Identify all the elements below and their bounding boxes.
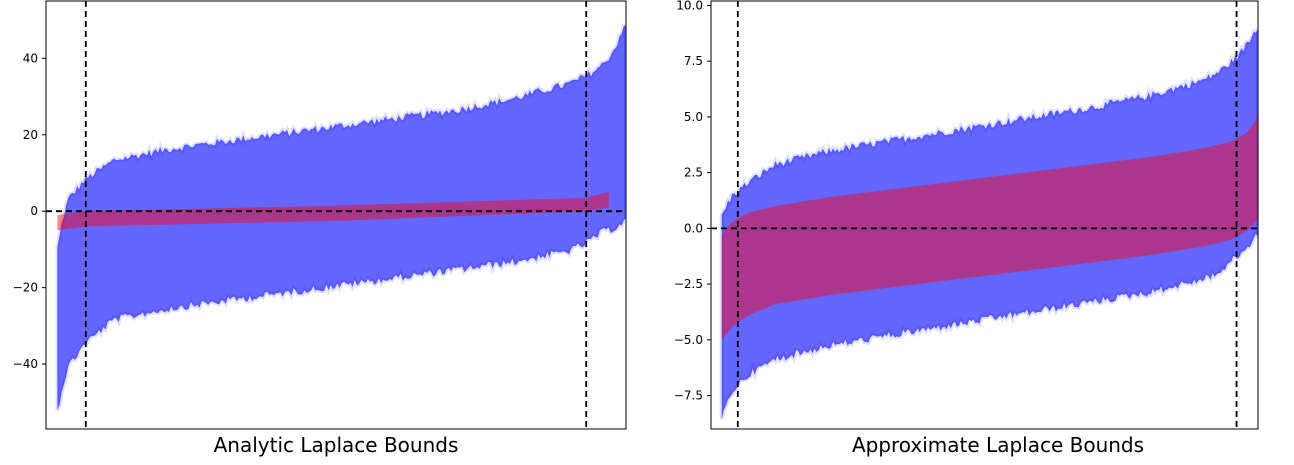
analytic-ytick-label: 40 [23, 51, 38, 65]
approximate-ytick-label: 5.0 [684, 110, 703, 124]
analytic-ytick-label: −20 [13, 281, 38, 295]
approximate-y-ticks: −7.5 −5.0 −2.5 0.0 2.5 5.0 7.5 10.0 [674, 0, 711, 403]
approximate-ytick-label: 10.0 [676, 0, 703, 12]
analytic-ytick-label: 0 [30, 204, 38, 218]
analytic-red-band [57, 192, 609, 231]
approximate-x-label: Approximate Laplace Bounds [852, 433, 1144, 457]
approximate-laplace-panel: −7.5 −5.0 −2.5 0.0 2.5 5.0 7.5 10.0 Approximate… [674, 0, 1259, 457]
analytic-reference-lines [46, 1, 626, 429]
approximate-ytick-label: −2.5 [674, 277, 703, 291]
approximate-ytick-label: 0.0 [684, 221, 703, 235]
analytic-laplace-panel: −40 −20 0 20 40 Analytic Laplace Bounds [13, 0, 627, 457]
approximate-ytick-label: 2.5 [684, 166, 703, 180]
analytic-y-ticks: −40 −20 0 20 40 [13, 51, 46, 371]
approximate-ytick-label: 7.5 [684, 54, 703, 68]
analytic-x-label: Analytic Laplace Bounds [214, 433, 459, 457]
approximate-ytick-label: −5.0 [674, 333, 703, 347]
analytic-blue-band [57, 25, 626, 410]
analytic-ytick-label: 20 [23, 128, 38, 142]
approximate-ytick-label: −7.5 [674, 389, 703, 403]
approximate-reference-lines [711, 1, 1258, 429]
approximate-plot-frame [710, 0, 1259, 430]
analytic-bands [55, 23, 626, 411]
approximate-red-band [721, 116, 1258, 340]
analytic-ytick-label: −40 [13, 357, 38, 371]
approximate-blue-band [721, 28, 1258, 420]
analytic-plot-frame [45, 0, 627, 430]
approximate-bands [719, 27, 1258, 420]
